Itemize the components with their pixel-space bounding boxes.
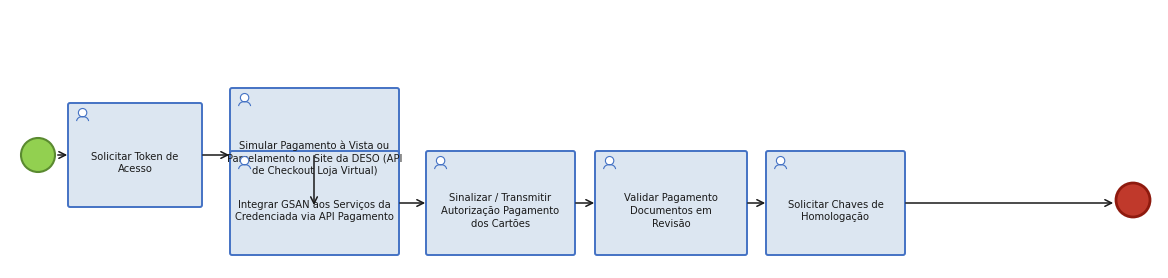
Text: Validar Pagamento
Documentos em
Revisão: Validar Pagamento Documentos em Revisão: [624, 193, 718, 229]
Text: Solicitar Chaves de
Homologação: Solicitar Chaves de Homologação: [787, 200, 883, 222]
Text: Sinalizar / Transmitir
Autorização Pagamento
dos Cartões: Sinalizar / Transmitir Autorização Pagam…: [442, 193, 559, 229]
FancyBboxPatch shape: [68, 103, 202, 207]
Text: Simular Pagamento à Vista ou
Parcelamento no Site da DESO (API
de Checkout Loja : Simular Pagamento à Vista ou Parcelament…: [227, 140, 402, 177]
Circle shape: [437, 157, 445, 165]
FancyBboxPatch shape: [230, 151, 399, 255]
Circle shape: [241, 157, 249, 165]
FancyBboxPatch shape: [426, 151, 575, 255]
Text: Integrar GSAN aos Serviços da
Credenciada via API Pagamento: Integrar GSAN aos Serviços da Credenciad…: [235, 200, 394, 222]
Circle shape: [777, 157, 785, 165]
Text: Solicitar Token de
Acesso: Solicitar Token de Acesso: [91, 152, 179, 174]
FancyBboxPatch shape: [230, 88, 399, 210]
Circle shape: [21, 138, 55, 172]
Circle shape: [78, 108, 86, 117]
Circle shape: [605, 157, 614, 165]
Circle shape: [241, 93, 249, 102]
FancyBboxPatch shape: [595, 151, 748, 255]
FancyBboxPatch shape: [766, 151, 905, 255]
Circle shape: [1115, 183, 1150, 217]
